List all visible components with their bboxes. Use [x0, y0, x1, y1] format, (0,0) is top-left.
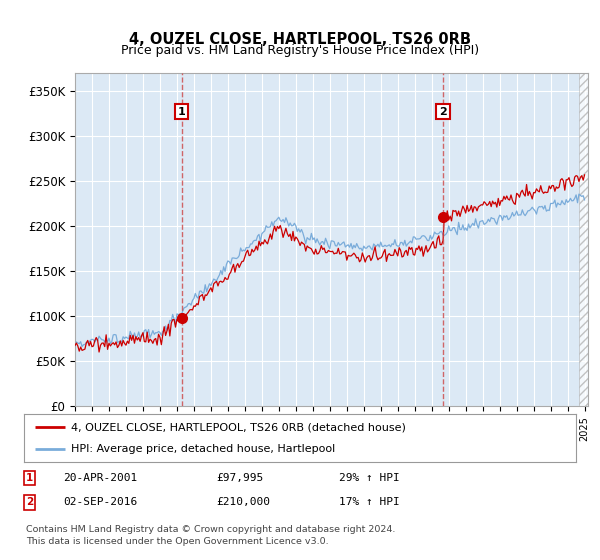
Text: 29% ↑ HPI: 29% ↑ HPI: [339, 473, 400, 483]
Text: £210,000: £210,000: [216, 497, 270, 507]
Text: 20-APR-2001: 20-APR-2001: [63, 473, 137, 483]
Text: 4, OUZEL CLOSE, HARTLEPOOL, TS26 0RB (detached house): 4, OUZEL CLOSE, HARTLEPOOL, TS26 0RB (de…: [71, 422, 406, 432]
Text: 2: 2: [26, 497, 33, 507]
Text: Price paid vs. HM Land Registry's House Price Index (HPI): Price paid vs. HM Land Registry's House …: [121, 44, 479, 57]
Text: 17% ↑ HPI: 17% ↑ HPI: [339, 497, 400, 507]
Bar: [579, 73, 588, 406]
Text: 1: 1: [26, 473, 33, 483]
Text: 4, OUZEL CLOSE, HARTLEPOOL, TS26 0RB: 4, OUZEL CLOSE, HARTLEPOOL, TS26 0RB: [129, 32, 471, 47]
Text: 1: 1: [178, 106, 186, 116]
Text: 02-SEP-2016: 02-SEP-2016: [63, 497, 137, 507]
Text: £97,995: £97,995: [216, 473, 263, 483]
Text: Contains HM Land Registry data © Crown copyright and database right 2024.
This d: Contains HM Land Registry data © Crown c…: [26, 525, 395, 546]
Text: HPI: Average price, detached house, Hartlepool: HPI: Average price, detached house, Hart…: [71, 444, 335, 454]
Text: 2: 2: [439, 106, 447, 116]
Bar: [579, 73, 590, 406]
